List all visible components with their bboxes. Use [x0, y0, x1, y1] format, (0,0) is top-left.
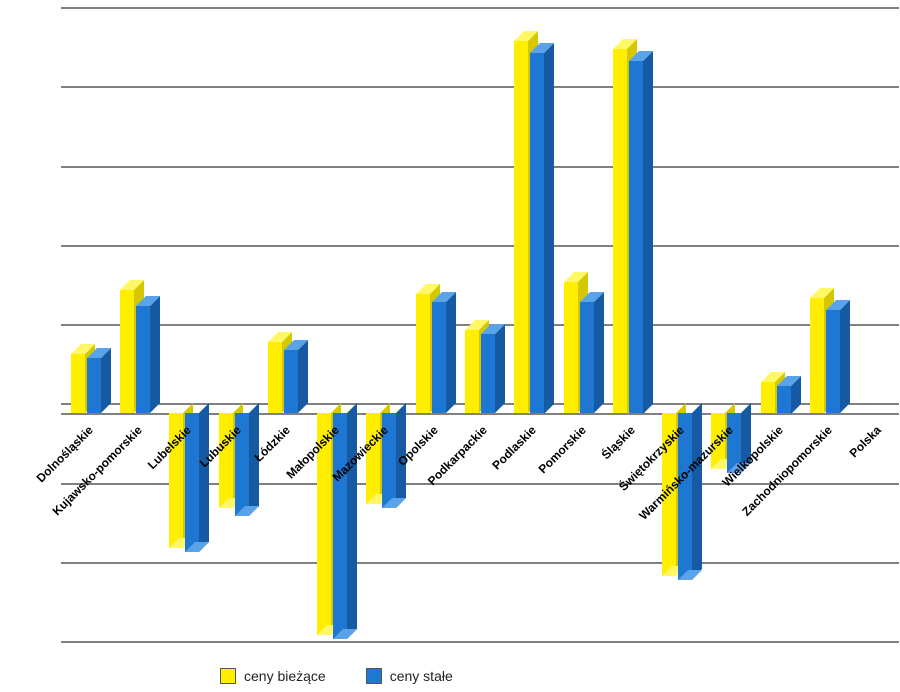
bar	[71, 354, 85, 413]
bar	[136, 306, 150, 413]
bar	[120, 290, 134, 413]
bar-side	[150, 296, 160, 413]
bar-side	[101, 348, 111, 413]
bar	[629, 61, 643, 414]
bar	[761, 382, 775, 414]
bar	[580, 302, 594, 413]
gridline	[61, 245, 899, 247]
bar	[268, 342, 282, 413]
legend-label-a: ceny bieżące	[244, 668, 326, 684]
bar	[432, 302, 446, 413]
bar	[826, 310, 840, 413]
bar	[87, 358, 101, 413]
legend-label-b: ceny stałe	[390, 668, 453, 684]
bar	[613, 49, 627, 414]
bar	[810, 298, 824, 413]
legend-swatch-a	[220, 668, 236, 684]
bar-side	[840, 300, 850, 413]
gridline	[61, 7, 899, 9]
gridline	[61, 166, 899, 168]
legend-swatch-b	[366, 668, 382, 684]
chart-area: DolnośląskieKujawsko-pomorskieLubelskieL…	[60, 6, 900, 642]
bar-side	[199, 403, 209, 552]
bar	[416, 294, 430, 413]
bar	[465, 330, 479, 413]
gridline	[61, 641, 899, 643]
bar	[564, 282, 578, 413]
legend: ceny bieżące ceny stałe	[220, 668, 453, 684]
bar-side	[446, 292, 456, 413]
gridline	[61, 86, 899, 88]
bar-side	[298, 340, 308, 413]
legend-item-b: ceny stałe	[366, 668, 453, 684]
bar-side	[544, 43, 554, 414]
bar-side	[495, 324, 505, 413]
legend-item-a: ceny bieżące	[220, 668, 326, 684]
bar	[530, 53, 544, 414]
bar-side	[594, 292, 604, 413]
bar	[514, 41, 528, 413]
gridline	[61, 562, 899, 564]
bar	[284, 350, 298, 413]
bar	[481, 334, 495, 413]
bar	[777, 386, 791, 414]
bar-side	[643, 51, 653, 414]
